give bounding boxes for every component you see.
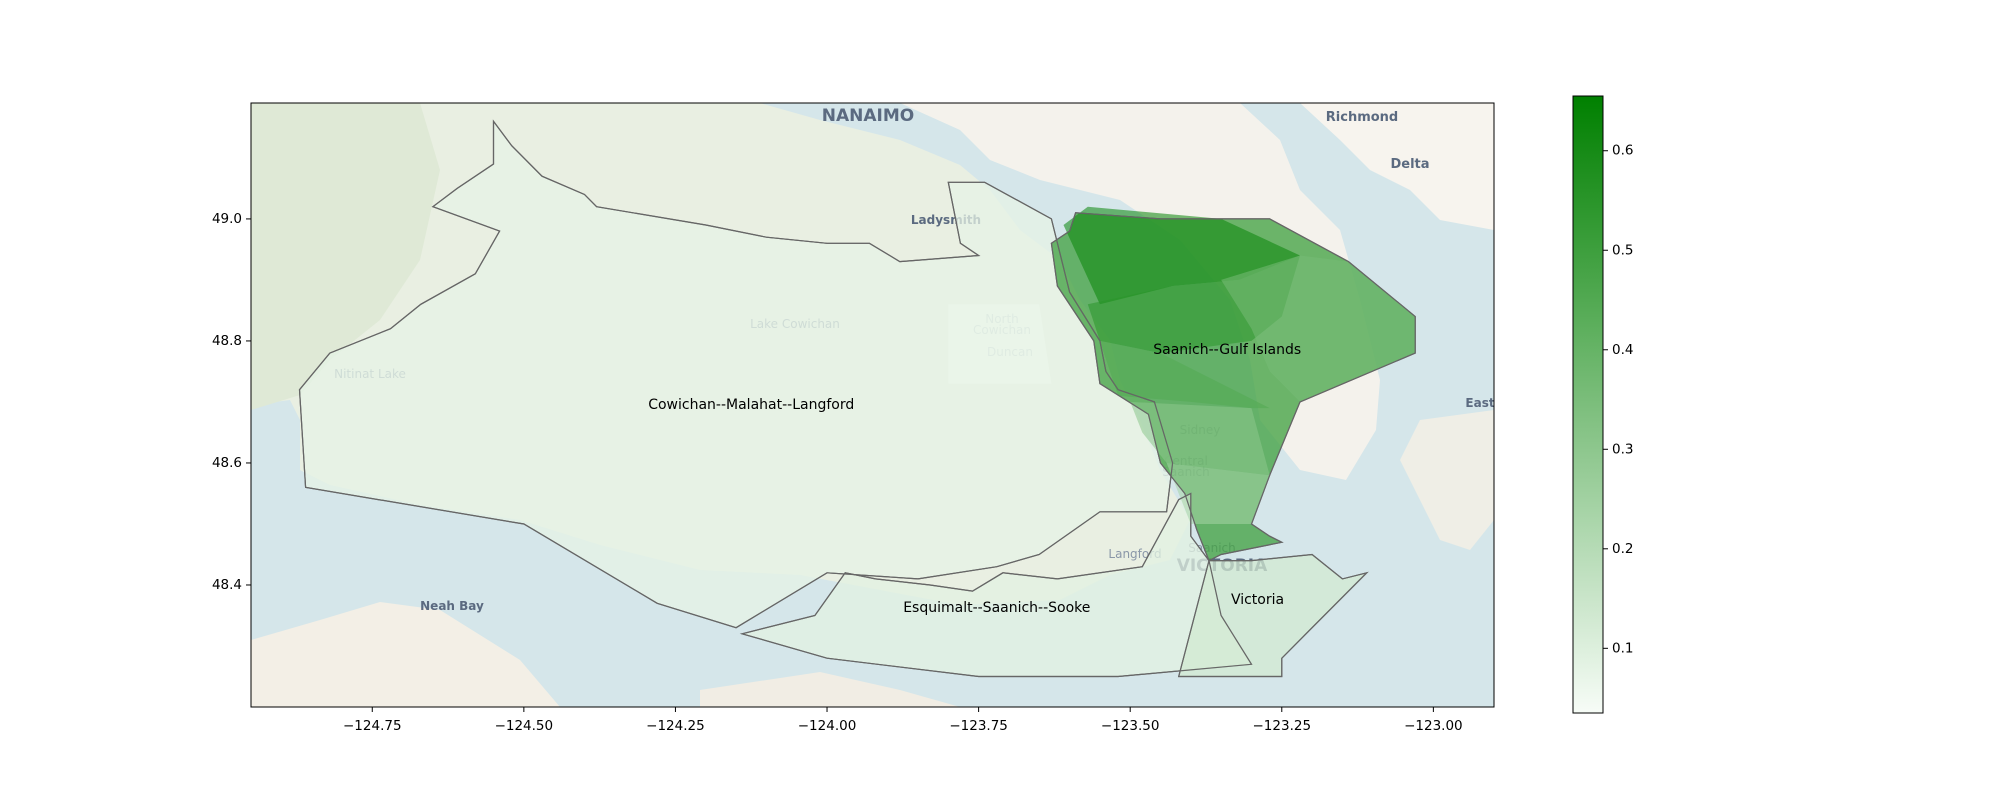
sub-area-7 — [948, 304, 1052, 384]
x-tick-label: −123.25 — [1252, 718, 1311, 734]
y-tick-label: 48.8 — [212, 333, 242, 349]
basemap-label: Richmond — [1326, 110, 1398, 125]
district-label: Cowichan--Malahat--Langford — [648, 397, 854, 413]
x-tick-label: −124.75 — [343, 718, 402, 734]
land-south-strip — [700, 672, 960, 707]
axes-frame — [250, 102, 1495, 708]
sub-area-1 — [1063, 206, 1300, 305]
district-labels: Cowichan--Malahat--Langford Saanich--Gulf… — [648, 342, 1301, 616]
y-tick-label: 48.4 — [212, 577, 242, 593]
district-label: Saanich--Gulf Islands — [1153, 342, 1301, 358]
colorbar: 0.1 0.2 0.3 0.4 0.5 0.6 — [1572, 95, 1633, 714]
x-tick-label: −123.50 — [1101, 718, 1160, 734]
sub-area-3 — [1099, 340, 1270, 409]
x-tick-label: −124.25 — [646, 718, 705, 734]
district-label: Esquimalt--Saanich--Sooke — [903, 600, 1090, 616]
colorbar-tick-label: 0.4 — [1612, 342, 1633, 358]
x-tick-label: −123.00 — [1404, 718, 1463, 734]
basemap-label: East — [1465, 396, 1494, 410]
choropleth-layer — [298, 119, 1416, 678]
x-axis: −124.75 −124.50 −124.25 −124.00 −123.75 −123.… — [343, 707, 1463, 734]
colorbar-tick-label: 0.3 — [1612, 441, 1633, 457]
y-axis: 48.4 48.6 48.8 49.0 — [212, 211, 251, 593]
land-gulf-island-east — [1400, 410, 1494, 550]
basemap-label: NANAIMO — [822, 106, 914, 126]
colorbar-tick-label: 0.1 — [1612, 640, 1633, 656]
land-northwest-forest — [251, 103, 440, 410]
sub-area-6 — [1166, 463, 1270, 524]
land-olympic-peninsula — [251, 602, 560, 707]
y-tick-label: 48.6 — [212, 455, 242, 471]
colorbar-gradient — [1572, 95, 1604, 714]
x-tick-label: −123.75 — [949, 718, 1008, 734]
x-tick-label: −124.50 — [495, 718, 554, 734]
basemap-label: Neah Bay — [420, 599, 484, 613]
colorbar-ticks: 0.1 0.2 0.3 0.4 0.5 0.6 — [1603, 143, 1633, 656]
district-outline — [298, 119, 1174, 629]
colorbar-tick-label: 0.2 — [1612, 541, 1633, 557]
sub-area-4 — [1221, 255, 1416, 402]
district-outline — [1050, 212, 1416, 562]
colorbar-tick-label: 0.5 — [1612, 242, 1633, 258]
y-tick-label: 49.0 — [212, 211, 242, 227]
colorbar-tick-label: 0.6 — [1612, 143, 1633, 159]
sub-area-5 — [1130, 401, 1270, 476]
district-outline — [739, 492, 1253, 678]
land-mainland-northeast — [1300, 103, 1494, 230]
x-tick-label: −124.00 — [798, 718, 857, 734]
basemap-label: Delta — [1390, 157, 1429, 172]
district-label: Victoria — [1231, 592, 1284, 608]
district-outline — [1177, 553, 1369, 678]
